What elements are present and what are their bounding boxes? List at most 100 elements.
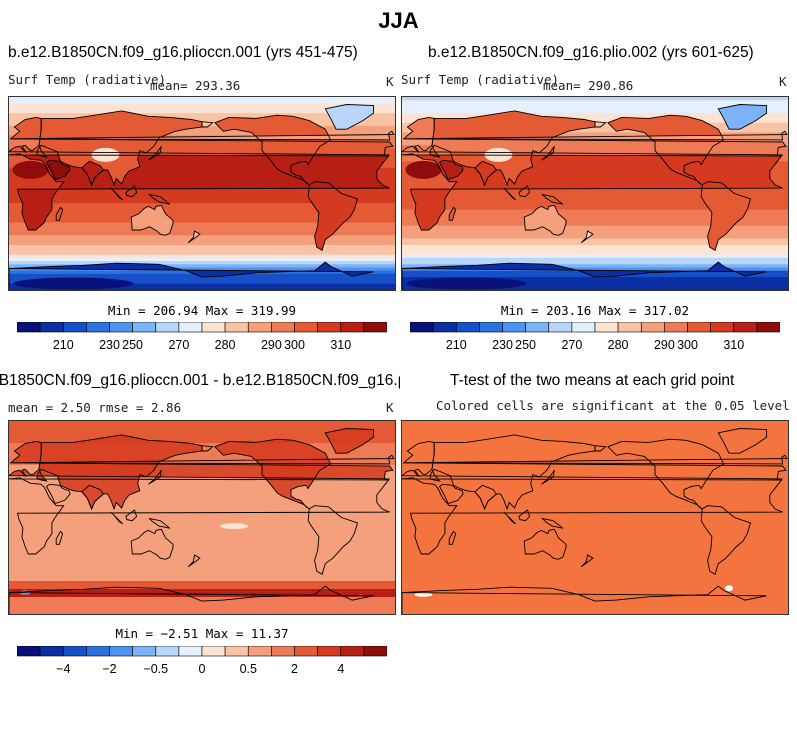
temperature-band — [402, 248, 788, 252]
panel4-map-svg — [402, 421, 788, 614]
temperature-band — [9, 277, 395, 281]
coast-newguinea — [148, 193, 171, 205]
colorbar-swatch — [317, 322, 342, 333]
colorbar-swatch — [525, 322, 549, 333]
coast-madagascar — [448, 530, 457, 545]
land-india — [474, 161, 497, 185]
colorbar-swatch — [17, 646, 41, 657]
coast-north-america — [607, 114, 725, 186]
temperature-band — [402, 113, 788, 117]
temperature-band — [9, 261, 395, 265]
land-south-america — [701, 181, 751, 251]
land-europe — [9, 117, 393, 155]
diff-land-greenland — [325, 428, 374, 454]
colorbar-tick-label: 270 — [561, 338, 582, 352]
colorbar-swatch — [86, 646, 110, 657]
coast-indonesia2 — [125, 185, 138, 198]
temperature-band — [402, 232, 788, 236]
panel2-map — [401, 96, 789, 291]
colorbar-tick-label: 290 — [261, 338, 282, 352]
coast-north-america — [214, 438, 332, 510]
colorbar-tick-label: 4 — [337, 662, 344, 676]
temperature-band — [9, 235, 395, 239]
temperature-band — [9, 283, 395, 288]
temperature-band — [402, 241, 788, 246]
coast-india — [474, 160, 498, 187]
coast-russia-east — [201, 121, 214, 128]
temperature-band — [9, 280, 395, 284]
temperature-band — [402, 219, 788, 223]
temperature-band — [402, 222, 788, 227]
coast-south-america — [700, 505, 752, 575]
colorbar-tick-label: 230 — [492, 338, 513, 352]
coast-australia — [523, 528, 567, 560]
temperature-band — [402, 190, 788, 194]
temperature-band — [402, 132, 788, 137]
colorbar-swatch — [479, 322, 503, 333]
temperature-band — [9, 222, 395, 227]
colorbar-swatch — [62, 646, 87, 657]
colorbar-tick-label: 2 — [291, 662, 298, 676]
temperature-band — [402, 129, 788, 133]
coast-indonesia1 — [110, 187, 124, 201]
figure-title: JJA — [378, 8, 419, 33]
temperature-band — [402, 245, 788, 249]
panel1-title: b.e12.B1850CN.f09_g16.plioccn.001 (yrs 4… — [8, 44, 358, 61]
colorbar-tick-label: 0 — [199, 662, 206, 676]
temperature-band — [9, 219, 395, 223]
coastline-group — [9, 428, 395, 614]
colorbar-swatch — [201, 322, 226, 333]
temperature-band — [402, 216, 788, 220]
colorbar-tick-label: 0.5 — [240, 662, 257, 676]
temperature-band — [402, 286, 788, 290]
coast-arabia — [45, 159, 71, 181]
land-australia — [524, 205, 566, 236]
temperature-band — [9, 116, 395, 120]
panel2-units-label: K — [779, 74, 787, 89]
panel2-colorbar: 210 230 250 270 280 290 300 310 — [410, 322, 780, 352]
temperature-band — [9, 254, 395, 259]
temperature-band — [9, 199, 395, 204]
coast-indonesia1 — [110, 511, 124, 525]
coast-india — [474, 484, 498, 511]
colorbar-tick-label: 250 — [515, 338, 536, 352]
colorbar-swatch — [86, 322, 110, 333]
coast-russia-east — [594, 121, 607, 128]
panel1-variable-label: Surf Temp (radiative) — [8, 72, 167, 87]
temperature-band — [402, 251, 788, 256]
temperature-band — [9, 251, 395, 256]
temperature-band — [9, 248, 395, 252]
colorbar-swatch — [178, 646, 203, 657]
temperature-band — [402, 277, 788, 281]
panel3-stats-label: mean = 2.50 rmse = 2.86 — [8, 400, 182, 415]
colorbar-swatch — [363, 646, 387, 657]
coast-south-america — [307, 181, 359, 251]
panel2-map-svg — [402, 97, 788, 290]
colorbar-tick-label: 290 — [654, 338, 675, 352]
coast-newzealand — [187, 554, 201, 568]
coast-newguinea — [541, 193, 564, 205]
temperature-band — [9, 196, 395, 201]
colorbar-swatch — [340, 322, 365, 333]
colorbar-swatch — [201, 646, 226, 657]
coast-uk — [403, 130, 788, 141]
land-africa — [9, 153, 390, 230]
coast-australia — [130, 528, 174, 560]
coast-africa — [402, 477, 783, 555]
temperature-band — [9, 209, 395, 214]
colorbar-tick-label: 210 — [53, 338, 74, 352]
panel4-map — [401, 420, 789, 615]
temperature-band — [402, 225, 788, 230]
temperature-band — [9, 113, 395, 117]
temperature-band — [402, 109, 788, 114]
colorbar-swatch — [733, 322, 758, 333]
temperature-band — [9, 225, 395, 230]
coast-greenland — [324, 104, 375, 130]
temperature-band — [402, 257, 788, 262]
coastline-group — [402, 104, 788, 290]
colorbar-tick-label: 210 — [446, 338, 467, 352]
coast-indonesia2 — [125, 509, 138, 522]
temperature-band — [9, 245, 395, 249]
land-greenland — [718, 104, 767, 130]
coast-newzealand — [187, 230, 201, 244]
